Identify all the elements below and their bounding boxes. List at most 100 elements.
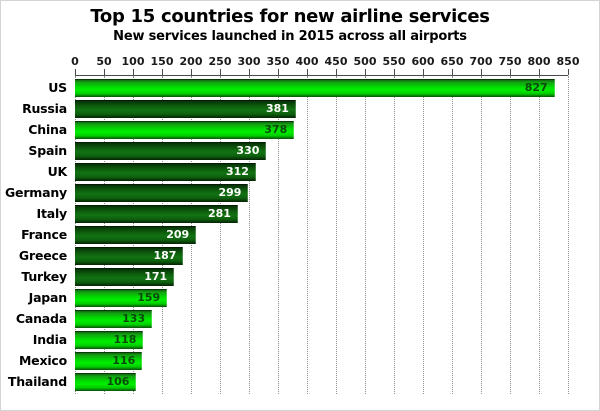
x-tick-label: 200 <box>179 55 203 68</box>
bar: 827 <box>75 79 555 97</box>
value-label: 281 <box>208 207 231 220</box>
category-label: Mexico <box>18 353 67 368</box>
chart-subtitle: New services launched in 2015 across all… <box>113 29 467 44</box>
x-tick-mark <box>307 69 308 75</box>
x-tick-label: 300 <box>237 55 261 68</box>
bar: 171 <box>75 268 175 286</box>
category-label: Turkey <box>21 269 67 284</box>
chart-title: Top 15 countries for new airline service… <box>90 6 490 27</box>
x-tick-mark <box>452 69 453 75</box>
gridline <box>220 76 221 394</box>
gridline <box>249 76 250 394</box>
gridline <box>336 76 337 394</box>
x-tick-label: 550 <box>382 55 406 68</box>
value-label: 312 <box>225 165 249 178</box>
bar-row: Mexico 116 <box>19 352 568 373</box>
gridline <box>568 76 569 394</box>
bar-row: Russia 381 <box>22 100 568 121</box>
value-label: 378 <box>264 123 288 136</box>
bar: 330 <box>75 142 267 160</box>
x-tick-mark <box>539 69 540 75</box>
x-tick-mark <box>162 69 163 75</box>
x-tick-label: 400 <box>295 55 319 68</box>
x-tick-label: 800 <box>527 55 551 68</box>
bar: 159 <box>75 289 168 307</box>
category-label: Spain <box>28 143 67 158</box>
category-label: Thailand <box>7 374 67 389</box>
x-tick-label: 100 <box>121 55 145 68</box>
bar: 116 <box>75 352 143 370</box>
category-label: France <box>21 227 67 242</box>
gridline <box>365 76 366 394</box>
x-tick-label: 250 <box>208 55 232 68</box>
value-label: 159 <box>137 291 161 304</box>
bar-row: US 827 <box>48 79 568 100</box>
bar-row: Canada 133 <box>16 310 568 331</box>
x-tick-mark <box>220 69 221 75</box>
bar-rows: US 827 Russia 381 China 378 Spain 330 UK 312 Germa… <box>5 79 568 394</box>
category-label: US <box>48 80 67 95</box>
x-tick-mark <box>481 69 482 75</box>
gridline <box>481 76 482 394</box>
value-label: 106 <box>106 375 130 388</box>
category-label: Italy <box>36 206 68 221</box>
gridline <box>278 76 279 394</box>
x-tick-mark <box>249 69 250 75</box>
x-tick-label: 600 <box>411 55 435 68</box>
value-label: 381 <box>266 102 289 115</box>
gridline <box>539 76 540 394</box>
value-label: 299 <box>218 186 242 199</box>
bar: 378 <box>75 121 295 139</box>
x-tick-label: 0 <box>71 55 79 68</box>
bar: 118 <box>75 331 144 349</box>
x-tick-mark <box>278 69 279 75</box>
bar: 209 <box>75 226 197 244</box>
gridline <box>452 76 453 394</box>
x-tick-mark <box>568 69 569 75</box>
value-label: 116 <box>112 354 136 367</box>
bar-row: Spain 330 <box>28 142 568 163</box>
bar-row: UK 312 <box>48 163 568 184</box>
bar: 381 <box>75 100 296 118</box>
gridline <box>510 76 511 394</box>
x-tick-mark <box>104 69 105 75</box>
x-tick-mark <box>510 69 511 75</box>
x-tick-mark <box>75 69 76 75</box>
x-tick-label: 150 <box>150 55 174 68</box>
x-tick-label: 350 <box>266 55 290 68</box>
x-tick-label: 750 <box>498 55 522 68</box>
value-label: 133 <box>122 312 146 325</box>
x-tick-mark <box>365 69 366 75</box>
bar-row: China 378 <box>28 121 568 142</box>
x-tick-mark <box>423 69 424 75</box>
gridline <box>307 76 308 394</box>
x-tick-label: 50 <box>96 55 112 68</box>
gridline <box>394 76 395 394</box>
bar: 133 <box>75 310 153 328</box>
value-label: 118 <box>113 333 137 346</box>
bar-row: France 209 <box>21 226 568 247</box>
x-tick-mark <box>394 69 395 75</box>
category-label: China <box>28 122 67 137</box>
category-label: UK <box>47 164 68 179</box>
value-label: 209 <box>166 228 190 241</box>
bar: 299 <box>75 184 249 202</box>
bar: 312 <box>75 163 256 181</box>
bar-row: Greece 187 <box>19 247 568 268</box>
value-label: 827 <box>524 81 548 94</box>
category-label: Russia <box>22 101 67 116</box>
value-label: 187 <box>153 249 177 262</box>
x-tick-label: 850 <box>556 55 580 68</box>
gridline <box>423 76 424 394</box>
value-label: 171 <box>144 270 168 283</box>
bar-row: India 118 <box>33 331 568 352</box>
bar-row: Thailand 106 <box>8 373 568 394</box>
plot-area: US 827 Russia 381 China 378 Spain 330 UK 312 Germa… <box>5 75 569 394</box>
bar-row: Italy 281 <box>37 205 568 226</box>
x-tick-mark <box>336 69 337 75</box>
x-tick-label: 650 <box>440 55 464 68</box>
category-label: India <box>32 332 67 347</box>
bar-row: Turkey 171 <box>21 268 568 289</box>
category-label: Canada <box>15 311 67 326</box>
